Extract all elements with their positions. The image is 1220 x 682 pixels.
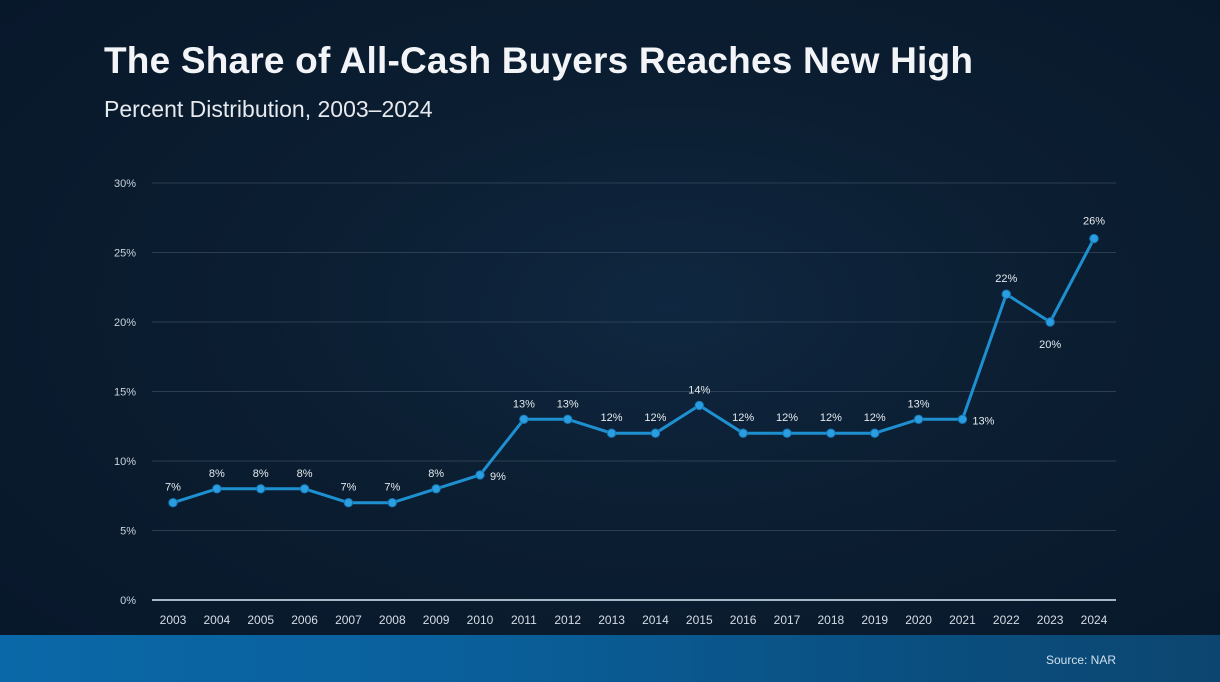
footer-band: Source: NAR (0, 635, 1220, 682)
y-tick-label: 0% (120, 595, 136, 607)
data-label: 7% (340, 482, 356, 494)
data-point (563, 414, 573, 424)
y-axis-ticks: 0% 5% 10% 15% 20% 25% 30% (114, 178, 136, 607)
x-tick-label: 2008 (379, 613, 406, 627)
data-point (606, 428, 617, 438)
data-label: 14% (688, 384, 710, 396)
x-tick-label: 2015 (686, 613, 713, 627)
x-tick-label: 2020 (905, 613, 932, 627)
x-tick-label: 2007 (335, 613, 362, 627)
data-point (299, 484, 310, 494)
data-point (387, 498, 397, 508)
x-tick-label: 2012 (554, 613, 581, 627)
data-point (870, 428, 880, 438)
x-tick-label: 2022 (993, 613, 1020, 627)
x-tick-label: 2004 (204, 613, 231, 627)
data-point (913, 414, 924, 424)
data-point (694, 400, 704, 411)
x-tick-label: 2023 (1037, 613, 1064, 627)
data-label: 7% (384, 482, 400, 494)
data-labels: 7% 8% 8% 8% 7% 7% 8% 9% 13% 13% 12% 12% 14% 12% 12% 12%… (165, 216, 1105, 494)
x-tick-label: 2006 (291, 613, 318, 627)
x-tick-label: 2014 (642, 613, 669, 627)
data-point (256, 484, 266, 494)
chart-title: The Share of All-Cash Buyers Reaches New… (104, 40, 974, 81)
data-point (782, 428, 792, 438)
data-point (519, 414, 529, 424)
y-tick-label: 30% (114, 178, 136, 190)
data-label: 13% (908, 398, 930, 410)
data-point (738, 428, 748, 438)
data-point (212, 484, 222, 494)
data-label: 12% (732, 412, 754, 424)
x-tick-label: 2021 (949, 613, 976, 627)
data-label: 8% (428, 468, 444, 480)
x-tick-label: 2009 (423, 613, 450, 627)
data-point (826, 428, 836, 438)
chart-subtitle: Percent Distribution, 2003–2024 (104, 96, 433, 122)
data-label: 12% (776, 412, 798, 424)
y-tick-label: 10% (114, 456, 136, 468)
series-all-cash-buyers (168, 233, 1099, 508)
data-point (1001, 289, 1011, 299)
data-label: 8% (297, 468, 313, 480)
data-label: 9% (490, 471, 506, 483)
data-label: 13% (972, 415, 994, 427)
x-tick-label: 2011 (511, 613, 537, 627)
x-tick-label: 2016 (730, 613, 757, 627)
y-tick-label: 15% (114, 387, 136, 399)
x-tick-label: 2019 (861, 613, 888, 627)
data-label: 12% (601, 412, 623, 424)
data-label: 22% (995, 273, 1017, 285)
data-point (475, 470, 485, 480)
data-point (1089, 233, 1099, 244)
x-tick-label: 2018 (818, 613, 845, 627)
data-label: 20% (1039, 339, 1061, 351)
y-tick-label: 5% (120, 526, 136, 538)
y-tick-label: 20% (114, 317, 136, 329)
y-tick-label: 25% (114, 248, 136, 260)
series-line (171, 237, 1096, 505)
x-axis-ticks: 2003 2004 2005 2006 2007 2008 2009 2010 2011 2012… (160, 613, 1108, 627)
data-point (1045, 317, 1055, 327)
data-label: 8% (253, 468, 269, 480)
data-point (431, 484, 441, 494)
data-label: 12% (864, 412, 886, 424)
x-tick-label: 2017 (774, 613, 801, 627)
x-tick-label: 2013 (598, 613, 625, 627)
data-point (650, 428, 661, 438)
data-point (168, 498, 178, 508)
data-label: 12% (644, 412, 666, 424)
data-label: 12% (820, 412, 842, 424)
gridlines (152, 182, 1116, 601)
x-tick-label: 2005 (247, 613, 274, 627)
data-label: 13% (513, 398, 535, 410)
x-tick-label: 2003 (160, 613, 187, 627)
data-label: 8% (209, 468, 225, 480)
source-note: Source: NAR (1045, 653, 1116, 667)
x-tick-label: 2024 (1081, 613, 1108, 627)
data-point (343, 498, 354, 508)
data-label: 13% (557, 398, 579, 410)
data-point (957, 414, 968, 424)
data-label: 26% (1083, 216, 1105, 228)
x-tick-label: 2010 (467, 613, 494, 627)
data-label: 7% (165, 482, 181, 494)
